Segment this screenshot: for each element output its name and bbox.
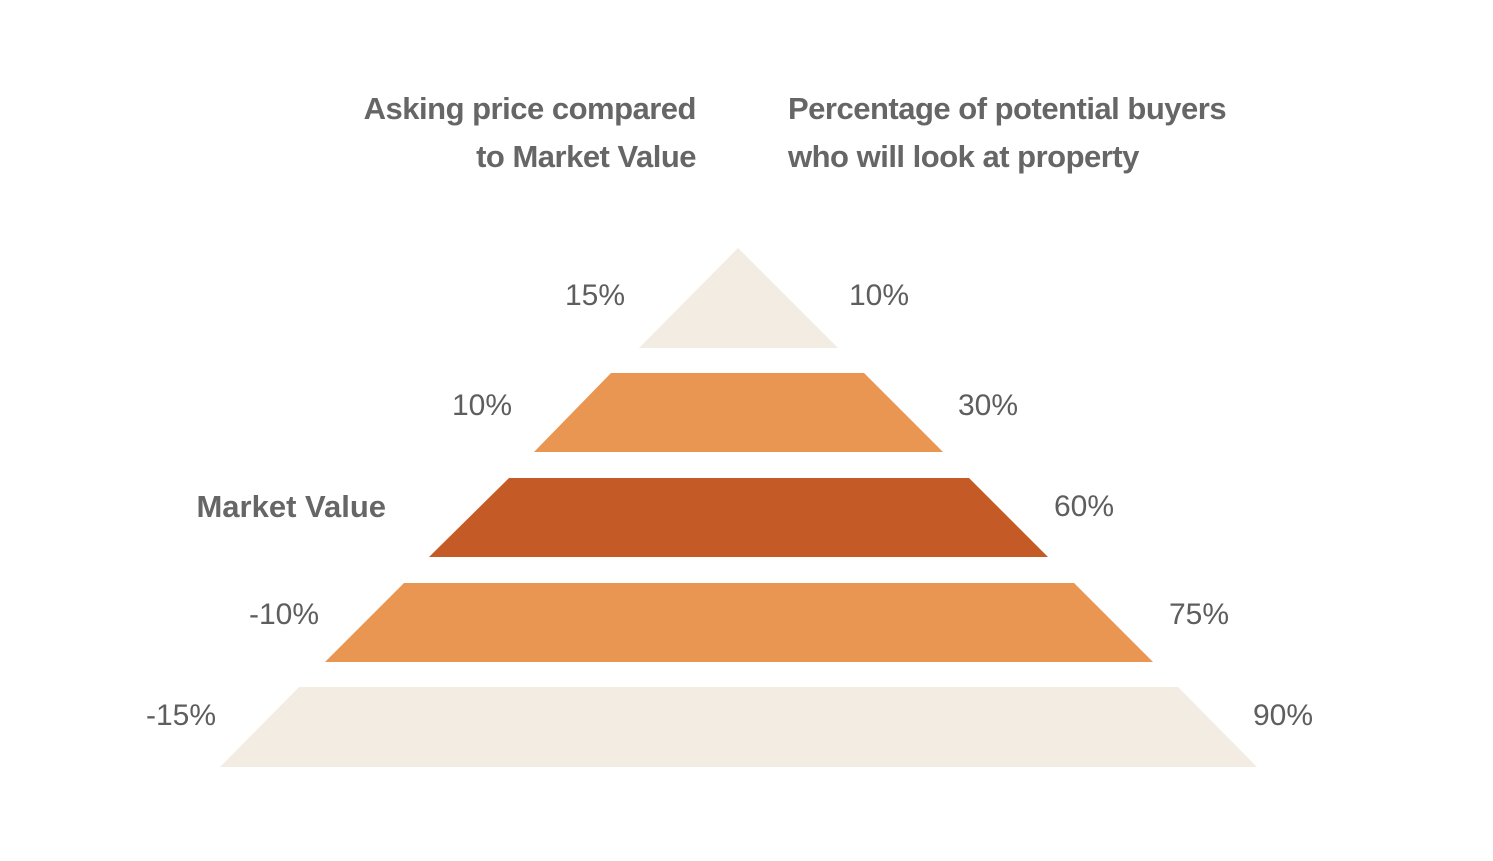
buyers-label-tier-3: 60%: [1054, 490, 1115, 523]
asking-price-heading-line1: Asking price compared: [363, 91, 697, 126]
buyers-label-tier-2: 30%: [958, 389, 1019, 422]
price-label-tier-2: 10%: [451, 389, 512, 422]
pyramid-tier-1: [639, 248, 838, 348]
pyramid-tier-4: [325, 583, 1153, 662]
buyers-label-tier-4: 75%: [1169, 598, 1230, 631]
buyers-heading-line2: who will look at property: [788, 139, 1139, 174]
pyramid-tier-5: [220, 687, 1257, 767]
price-label-tier-4: -10%: [248, 598, 319, 631]
price-label-tier-5: -15%: [145, 699, 216, 732]
buyers-label-tier-5: 90%: [1253, 699, 1314, 732]
asking-price-heading: Asking price compared to Market Value: [363, 85, 697, 181]
buyers-percentage-heading: Percentage of potential buyers who will …: [788, 85, 1227, 181]
buyers-heading-line1: Percentage of potential buyers: [788, 91, 1227, 126]
price-label-tier-1: 15%: [564, 279, 625, 312]
asking-price-heading-line2: to Market Value: [476, 139, 696, 174]
price-label-tier-3: Market Value: [196, 489, 386, 524]
pyramid-tier-2: [534, 373, 943, 452]
pyramid-tier-3: [429, 478, 1048, 557]
buyers-label-tier-1: 10%: [849, 279, 910, 312]
